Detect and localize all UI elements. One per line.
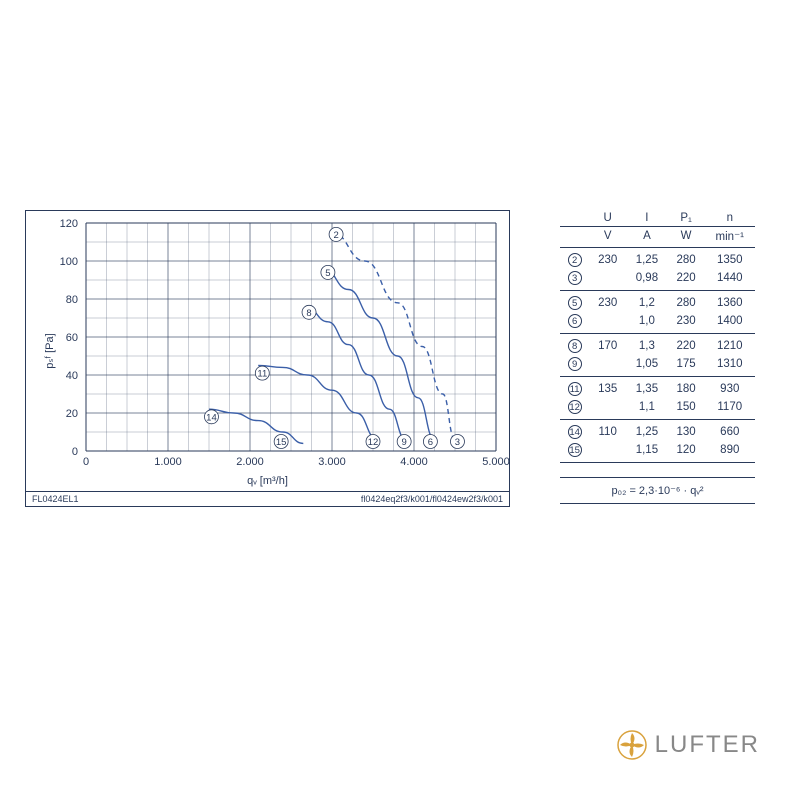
col-P: P₁ [668, 210, 705, 227]
lufter-logo: LUFTER [617, 730, 760, 760]
table-row: 91,051751310 [560, 355, 755, 377]
svg-text:80: 80 [66, 294, 78, 306]
row-id-badge: 14 [568, 425, 582, 439]
row-id-badge: 8 [568, 339, 582, 353]
formula: p₀₂ = 2,3·10⁻⁶ · qᵥ² [560, 477, 755, 504]
svg-text:5: 5 [325, 268, 330, 279]
row-id-badge: 6 [568, 314, 582, 328]
svg-text:2: 2 [333, 230, 338, 241]
svg-text:0: 0 [83, 456, 89, 468]
fan-icon [617, 730, 647, 760]
table-row: 111351,35180930 [560, 377, 755, 399]
svg-text:100: 100 [60, 256, 78, 268]
svg-text:8: 8 [306, 308, 311, 319]
fan-curve-chart: 0 1.000 2.000 3.000 4.000 5.000 0 20 40 60 80 100 12… [25, 210, 510, 507]
svg-text:2.000: 2.000 [236, 456, 264, 468]
table-row: 61,02301400 [560, 312, 755, 334]
spec-table: U I P₁ n V A W min⁻¹ 22301,25280135030,9… [560, 210, 755, 507]
chart-footer: FL0424EL1 fl0424eq2f3/k001/fl0424ew2f3/k… [26, 491, 509, 506]
svg-text:120: 120 [60, 218, 78, 230]
x-axis-label: qᵥ [m³/h] [247, 475, 288, 487]
svg-text:12: 12 [368, 437, 379, 448]
svg-text:3: 3 [455, 437, 460, 448]
svg-text:0: 0 [72, 446, 78, 458]
row-id-badge: 3 [568, 271, 582, 285]
y-axis-label: pₛᶠ [Pa] [43, 333, 56, 368]
svg-text:3.000: 3.000 [318, 456, 346, 468]
table-row: 151,15120890 [560, 441, 755, 463]
svg-text:9: 9 [402, 437, 407, 448]
svg-text:4.000: 4.000 [400, 456, 428, 468]
row-id-badge: 15 [568, 443, 582, 457]
col-U: U [589, 210, 626, 227]
unit-A: A [626, 227, 668, 248]
table-row: 81701,32201210 [560, 334, 755, 356]
footer-right: fl0424eq2f3/k001/fl0424ew2f3/k001 [361, 494, 503, 504]
row-id-badge: 5 [568, 296, 582, 310]
row-id-badge: 12 [568, 400, 582, 414]
svg-text:14: 14 [206, 412, 217, 423]
unit-V: V [589, 227, 626, 248]
svg-text:11: 11 [257, 369, 267, 380]
row-id-badge: 9 [568, 357, 582, 371]
footer-left: FL0424EL1 [32, 494, 79, 504]
unit-min: min⁻¹ [705, 227, 755, 248]
svg-text:20: 20 [66, 408, 78, 420]
unit-W: W [668, 227, 705, 248]
logo-text: LUFTER [655, 731, 760, 759]
svg-text:5.000: 5.000 [482, 456, 509, 468]
table-row: 52301,22801360 [560, 291, 755, 313]
svg-text:40: 40 [66, 370, 78, 382]
svg-text:15: 15 [276, 437, 287, 448]
row-id-badge: 11 [568, 382, 582, 396]
col-n: n [705, 210, 755, 227]
svg-text:1.000: 1.000 [154, 456, 182, 468]
row-id-badge: 2 [568, 253, 582, 267]
chart-svg: 0 1.000 2.000 3.000 4.000 5.000 0 20 40 60 80 100 12… [26, 211, 509, 491]
col-I: I [626, 210, 668, 227]
svg-text:6: 6 [428, 437, 433, 448]
svg-text:60: 60 [66, 332, 78, 344]
table-row: 121,11501170 [560, 398, 755, 420]
table-row: 30,982201440 [560, 269, 755, 291]
table-row: 141101,25130660 [560, 420, 755, 442]
table-row: 22301,252801350 [560, 248, 755, 270]
